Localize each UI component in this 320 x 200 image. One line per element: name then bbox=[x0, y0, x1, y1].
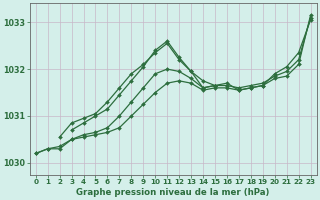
X-axis label: Graphe pression niveau de la mer (hPa): Graphe pression niveau de la mer (hPa) bbox=[76, 188, 270, 197]
